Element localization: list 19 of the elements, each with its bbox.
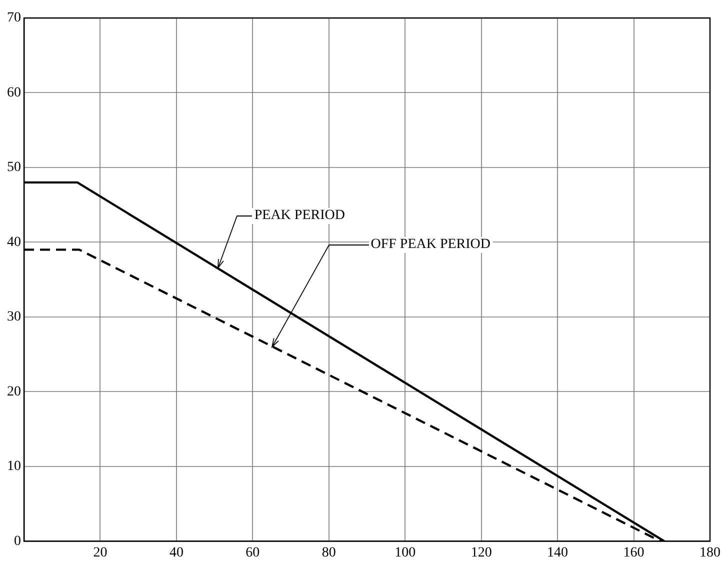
x-tick-label: 80 [322,545,336,560]
y-tick-label: 20 [7,384,21,400]
annotation: OFF PEAK PERIOD [368,236,493,253]
y-tick-label: 30 [7,310,21,325]
annotation: PEAK PERIOD [252,208,347,224]
x-tick-label: 40 [169,545,184,560]
x-tick-label: 160 [623,545,644,560]
y-tick-label: 0 [14,534,21,549]
x-tick-label: 60 [246,545,260,560]
y-tick-label: 50 [7,160,21,176]
y-tick-label: 10 [7,459,21,474]
x-tick-label: 20 [93,545,108,560]
x-tick-label: 100 [394,545,416,560]
x-tick-label: 120 [470,545,492,560]
x-tick-label: 140 [547,545,568,560]
y-tick-label: 40 [7,234,21,250]
y-tick-label: 60 [7,85,21,100]
x-tick-label: 180 [700,545,720,560]
y-tick-label: 70 [7,10,21,26]
